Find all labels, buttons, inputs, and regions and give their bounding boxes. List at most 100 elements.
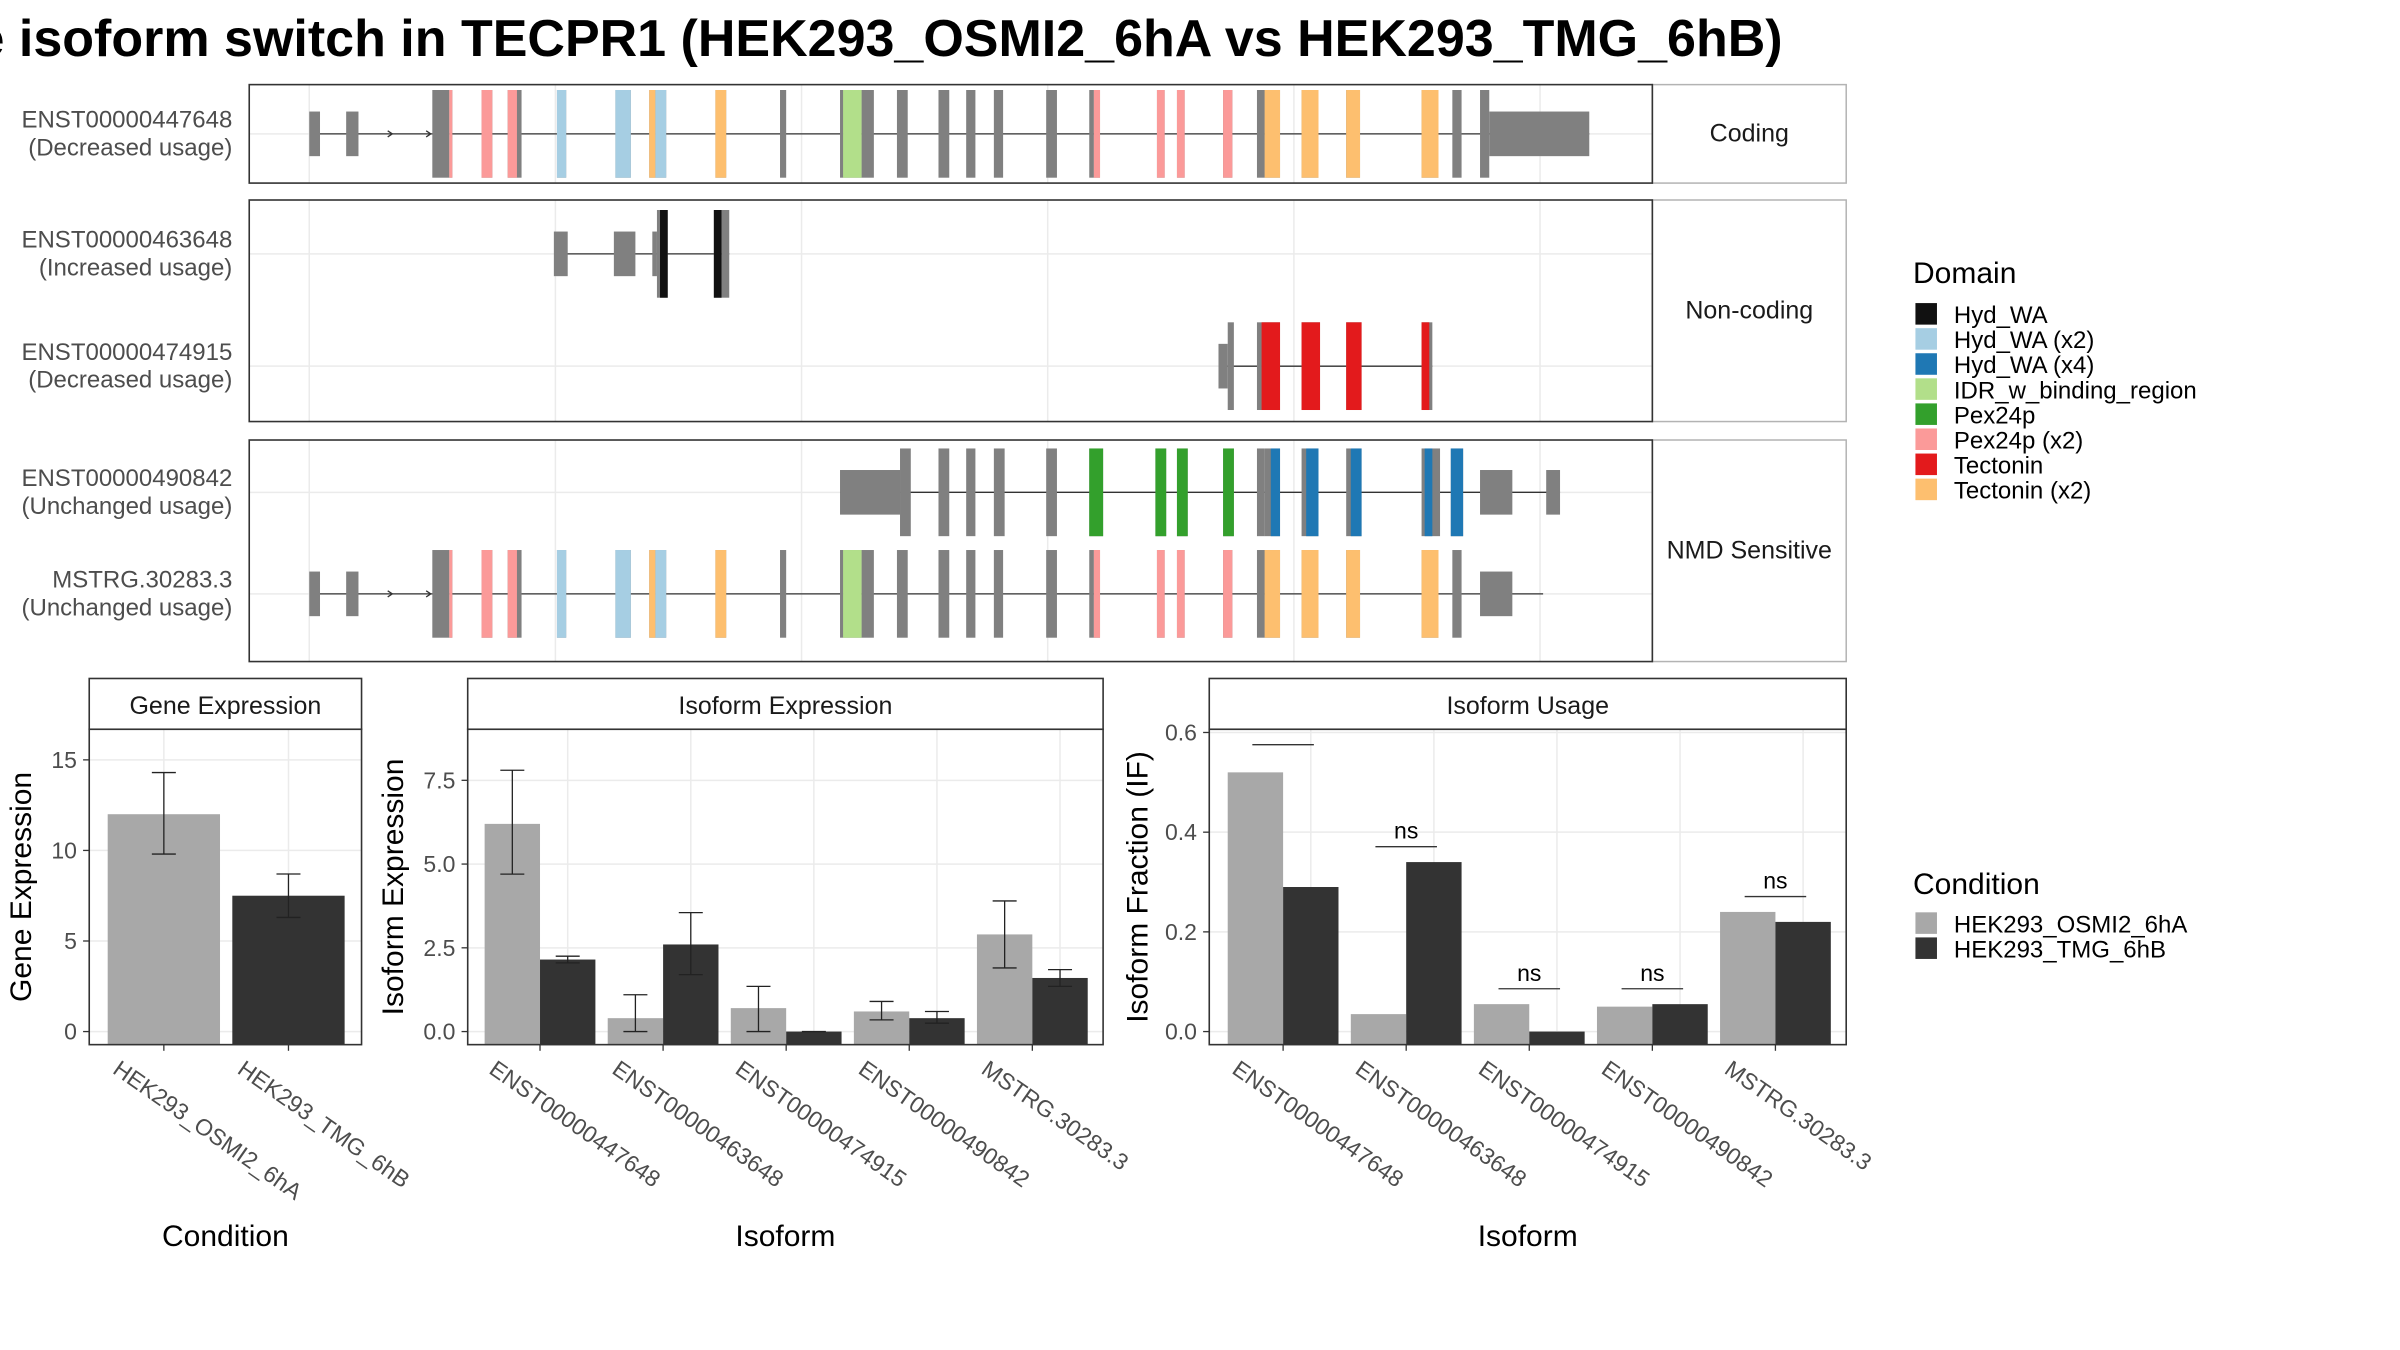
domain-block <box>1155 448 1167 537</box>
legend-label: HEK293_TMG_6hB <box>1954 936 2166 963</box>
transcript-id-label: ENST00000490842 <box>21 465 232 492</box>
domain-legend-title: Domain <box>1913 257 2016 290</box>
exon-block <box>1046 550 1057 638</box>
y-tick-label: 5 <box>64 928 77 954</box>
transcript-ENST00000463648: ENST00000463648(Increased usage) <box>21 210 730 298</box>
domain-block <box>843 550 862 638</box>
legend-label: Hyd_WA <box>1954 302 2048 329</box>
domain-block <box>1270 448 1281 537</box>
y-tick-label: 0.0 <box>423 1019 455 1045</box>
legend-swatch <box>1915 937 1937 959</box>
exon-block <box>780 90 787 178</box>
exon-block <box>993 448 1005 537</box>
facet-border <box>248 439 1654 663</box>
significance-label: ns <box>1763 868 1787 894</box>
transcript-usage-label: (Decreased usage) <box>28 367 232 394</box>
domain-block <box>1301 550 1319 638</box>
exon-block <box>1452 90 1462 178</box>
legend-swatch <box>1915 403 1937 425</box>
exon-block <box>896 90 908 178</box>
domain-block <box>1350 448 1362 537</box>
domain-block <box>1176 90 1185 178</box>
domain-block <box>1346 90 1361 178</box>
domain-block <box>556 90 567 178</box>
domain-block <box>615 550 631 638</box>
structure-facet-0: Coding ENST00000447648(Decreased usage) <box>21 83 1847 184</box>
transcript-id-label: ENST00000463648 <box>21 227 232 254</box>
exon-block <box>993 550 1004 638</box>
domain-block <box>1093 550 1101 638</box>
domain-block <box>1223 90 1233 178</box>
y-axis-title: Gene Expression <box>5 772 38 1002</box>
exon-block <box>1256 90 1265 178</box>
y-tick-label: 5.0 <box>423 851 455 877</box>
exon-block <box>966 448 976 537</box>
domain-block <box>1261 322 1281 411</box>
chart-panel-1: 0.02.55.07.5ENST00000447648ENST000004636… <box>377 677 1133 1253</box>
domain-block <box>1421 550 1439 638</box>
legend-label: Hyd_WA (x2) <box>1954 327 2094 354</box>
domain-block <box>1156 90 1165 178</box>
exon-block <box>432 90 450 178</box>
chart-strip <box>466 677 1104 731</box>
transcript-usage-label: (Decreased usage) <box>28 134 232 161</box>
bar <box>1652 1004 1708 1045</box>
transcript-id-label: MSTRG.30283.3 <box>52 567 232 594</box>
exon-block <box>1480 90 1490 178</box>
exon-block <box>1218 343 1228 389</box>
domain-block <box>1089 448 1104 537</box>
bar <box>1350 1014 1407 1045</box>
domain-block <box>615 90 631 178</box>
exon-block <box>432 550 450 638</box>
exon-block <box>861 90 874 178</box>
y-axis-title: Isoform Expression <box>377 759 410 1016</box>
significance-label: ns <box>1640 960 1664 986</box>
y-tick-label: 15 <box>51 747 77 773</box>
legend-swatch <box>1915 303 1937 325</box>
facet-background <box>249 440 1653 662</box>
bar <box>1473 1004 1530 1045</box>
strand-arrow <box>425 590 432 598</box>
exon-block <box>1256 448 1265 537</box>
transcript-usage-label: (Increased usage) <box>39 254 232 281</box>
exon-block <box>1256 550 1265 638</box>
domain-block <box>715 90 727 178</box>
domain-block <box>1223 550 1233 638</box>
exon-block <box>516 550 522 638</box>
domain-block <box>1421 322 1430 411</box>
facet-strip-label: Non-coding <box>1685 296 1813 324</box>
domain-block <box>1346 550 1361 638</box>
domain-block <box>715 550 727 638</box>
domain-block <box>449 550 453 638</box>
exon-block <box>346 111 359 157</box>
exon-block <box>938 448 950 537</box>
bar <box>1406 862 1462 1045</box>
exon-block <box>309 111 321 157</box>
legend-swatch <box>1915 912 1937 934</box>
facet-strip-label: Coding <box>1710 120 1789 148</box>
condition-legend-title: Condition <box>1913 868 2040 901</box>
chart-title: Isoform Usage <box>1446 692 1609 720</box>
domain-block <box>1424 448 1433 537</box>
exon-block <box>1480 571 1513 617</box>
exon-block <box>1089 550 1094 638</box>
domain-block <box>1223 448 1234 537</box>
exon-block <box>1256 322 1262 411</box>
exon-block <box>1489 111 1590 157</box>
domain-block <box>481 90 493 178</box>
chart-panel-2: 0.00.20.40.6*ENST00000447648nsENST000004… <box>1122 677 1877 1253</box>
exon-block <box>896 550 908 638</box>
transcript-usage-label: (Unchanged usage) <box>22 594 233 621</box>
legend-label: Pex24p <box>1954 402 2035 429</box>
exon-block <box>1046 448 1057 537</box>
transcript-ENST00000474915: ENST00000474915(Decreased usage) <box>21 322 1433 411</box>
transcript-ENST00000447648: ENST00000447648(Decreased usage) <box>21 90 1590 178</box>
domain-block <box>649 550 656 638</box>
transcript-structure-panel: Coding ENST00000447648(Decreased usage) No… <box>21 83 1847 663</box>
exon-block <box>553 231 568 277</box>
exon-block <box>652 231 657 277</box>
bar <box>1596 1006 1653 1045</box>
